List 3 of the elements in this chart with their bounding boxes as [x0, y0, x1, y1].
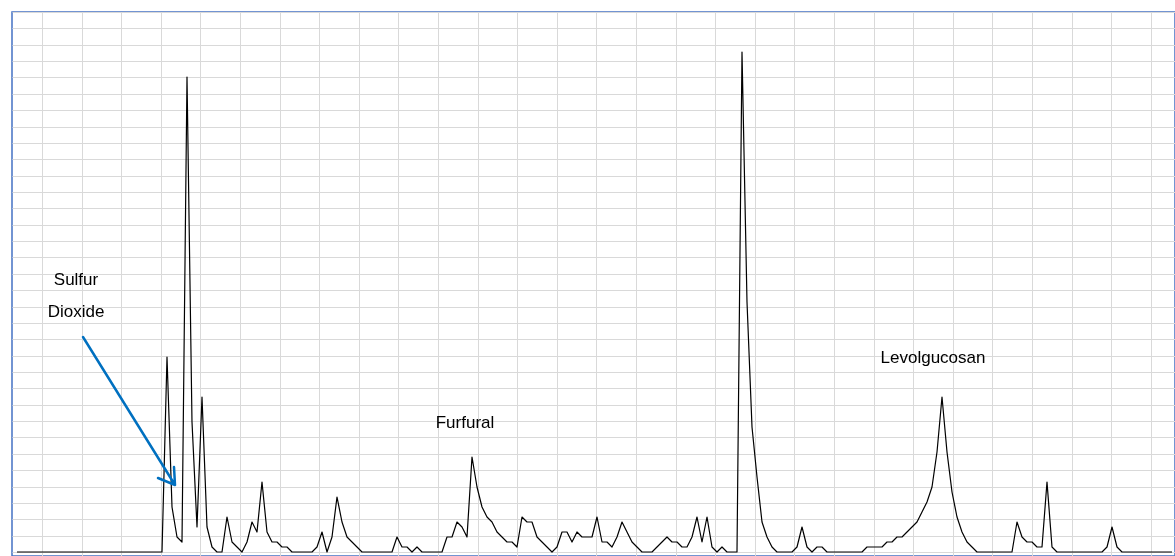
annotation: Levolgucosan: [880, 348, 986, 367]
annotation: Furfural: [435, 413, 495, 432]
annotation: Sulfur Dioxide: [47, 270, 105, 321]
